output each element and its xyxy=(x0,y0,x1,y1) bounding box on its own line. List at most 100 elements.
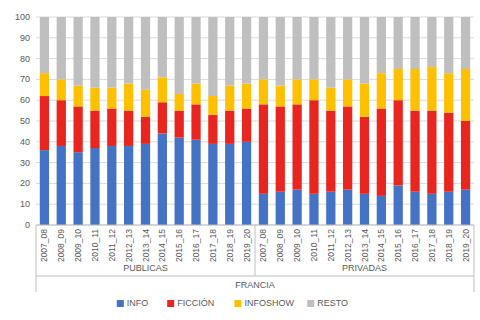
bar-segment xyxy=(326,17,335,88)
bar-segment xyxy=(242,84,251,109)
legend-label: FICCIÓN xyxy=(177,298,214,308)
legend-label: INFOSHOW xyxy=(244,298,294,308)
bar-segment xyxy=(410,111,419,192)
bar-segment xyxy=(360,194,369,225)
bar-segment xyxy=(107,146,116,225)
bar-segment xyxy=(444,192,453,225)
legend-swatch xyxy=(117,300,124,307)
bar-segment xyxy=(175,111,184,138)
bar-segment xyxy=(141,144,150,225)
x-tick-label: 2008_09 xyxy=(275,229,285,262)
bar-segment xyxy=(444,17,453,73)
bar-segment xyxy=(57,17,66,79)
bar-segment xyxy=(141,117,150,144)
bar-segment xyxy=(191,140,200,225)
bar-segment xyxy=(40,73,49,96)
bar-segment xyxy=(208,144,217,225)
bar-segment xyxy=(158,17,167,77)
bar-segment xyxy=(343,79,352,106)
bar-segment xyxy=(259,104,268,193)
bar-segment xyxy=(141,17,150,90)
bar-segment xyxy=(242,142,251,225)
bar-segment xyxy=(394,17,403,69)
bar-segment xyxy=(107,109,116,146)
grid-line xyxy=(36,183,474,184)
bar-segment xyxy=(360,117,369,194)
bar-segment xyxy=(175,17,184,94)
bar-segment xyxy=(343,190,352,225)
bar-segment xyxy=(191,104,200,139)
legend-label: INFO xyxy=(127,298,149,308)
x-tick-label: 2015_16 xyxy=(393,229,403,262)
bar-segment xyxy=(309,194,318,225)
y-tick-label: 60 xyxy=(20,95,30,105)
bar-segment xyxy=(343,17,352,79)
x-tick-label: 2017_18 xyxy=(427,229,437,262)
bar-segment xyxy=(208,17,217,96)
bar-segment xyxy=(208,96,217,115)
bar-segment xyxy=(461,69,470,121)
x-tick-label: 2011_12 xyxy=(326,229,336,262)
bar-segment xyxy=(276,106,285,191)
bar-segment xyxy=(40,17,49,73)
x-tick-label: 2014_15 xyxy=(157,229,167,262)
bar-segment xyxy=(90,88,99,111)
bar-segment xyxy=(360,17,369,84)
grid-line xyxy=(36,121,474,122)
y-tick-label: 70 xyxy=(20,74,30,84)
bar-segment xyxy=(225,86,234,111)
bar-segment xyxy=(208,115,217,144)
grid-line xyxy=(36,58,474,59)
bar-segment xyxy=(394,185,403,225)
bar-segment xyxy=(427,67,436,111)
bar-segment xyxy=(326,111,335,192)
bar-segment xyxy=(191,17,200,84)
bar-segment xyxy=(158,102,167,133)
bar-segment xyxy=(57,100,66,146)
bar-segment xyxy=(427,111,436,194)
grid-line xyxy=(36,17,474,18)
bar-segment xyxy=(377,109,386,196)
bar-segment xyxy=(427,17,436,67)
bar-segment xyxy=(276,86,285,107)
bar-segment xyxy=(343,106,352,189)
bar-segment xyxy=(259,194,268,225)
x-tick-label: 2009_10 xyxy=(292,229,302,262)
bar-segment xyxy=(309,79,318,100)
bar-segment xyxy=(326,88,335,111)
bar-segment xyxy=(377,73,386,108)
chart: 01020304050607080901002007_082008_092009… xyxy=(0,0,480,320)
bar-segment xyxy=(292,79,301,104)
bar-segment xyxy=(394,69,403,100)
x-tick-label: 2009_10 xyxy=(73,229,83,262)
y-tick-label: 50 xyxy=(20,116,30,126)
bar-segment xyxy=(124,17,133,84)
bar-segment xyxy=(107,88,116,109)
bar-segment xyxy=(377,17,386,73)
bar-segment xyxy=(276,17,285,86)
x-tick-label: 2014_15 xyxy=(376,229,386,262)
bar-segment xyxy=(90,17,99,88)
grid-line xyxy=(36,162,474,163)
bar-segment xyxy=(158,77,167,102)
x-tick-label: 2010_11 xyxy=(90,229,100,262)
x-tick-label: 2016_17 xyxy=(410,229,420,262)
y-tick-label: 100 xyxy=(15,12,30,22)
bar-segment xyxy=(124,111,133,146)
bar-segment xyxy=(225,144,234,225)
bar-segment xyxy=(242,109,251,142)
bar-segment xyxy=(360,84,369,117)
bar-segment xyxy=(410,69,419,111)
group-separator xyxy=(36,225,37,292)
bar-segment xyxy=(40,96,49,150)
bar-segment xyxy=(175,138,184,225)
legend-swatch xyxy=(234,300,241,307)
x-tick-label: 2013_14 xyxy=(360,229,370,262)
bar-segment xyxy=(427,194,436,225)
legend: INFOFICCIÓNINFOSHOWRESTO xyxy=(117,298,348,308)
group-separator xyxy=(36,276,474,277)
bar-segment xyxy=(73,152,82,225)
x-tick-label: 2015_16 xyxy=(174,229,184,262)
grid-line xyxy=(36,100,474,101)
x-tick-label: 2013_14 xyxy=(141,229,151,262)
